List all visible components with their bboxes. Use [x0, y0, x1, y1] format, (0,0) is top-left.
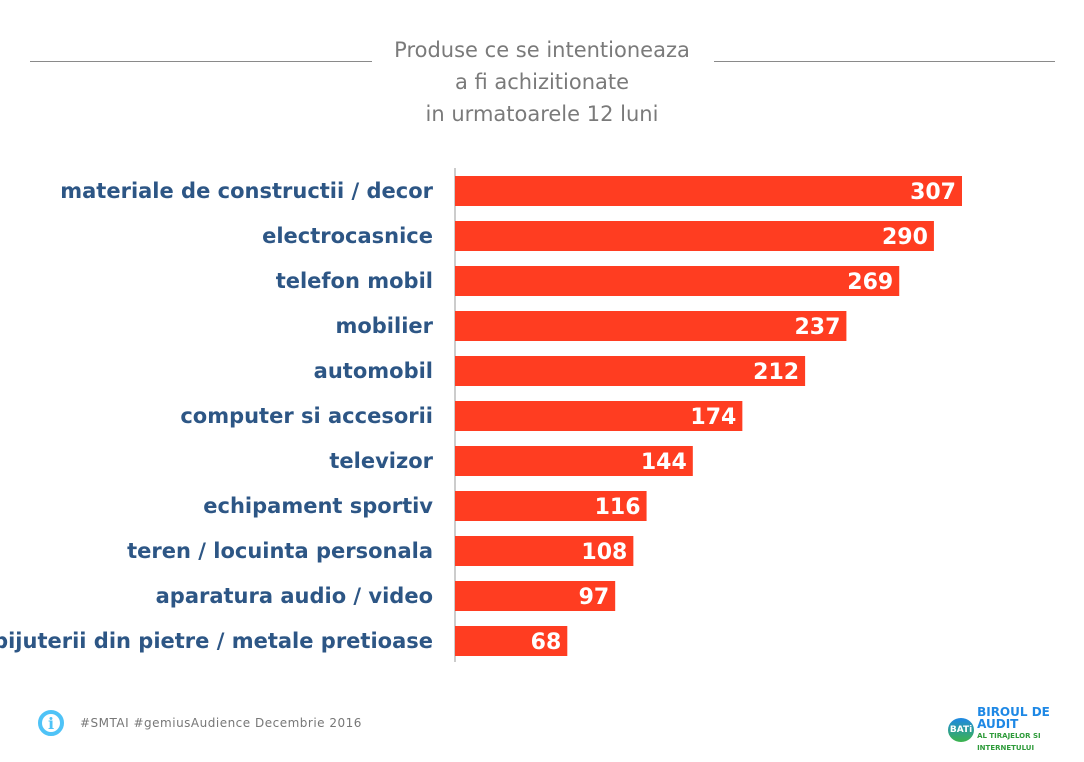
category-label: computer si accesorii: [180, 404, 433, 428]
logo-line-1: BIROUL DE AUDIT: [977, 705, 1050, 731]
bar-chart: materiale de constructii / decor 307 elect…: [0, 168, 962, 662]
title-line-2: a fi achizitionate: [454, 70, 630, 94]
category-label: televizor: [329, 449, 433, 473]
chart-title: Produse ce se intentioneaza a fi achizit…: [370, 34, 714, 130]
title-rule-right: [714, 61, 1055, 62]
category-label: electrocasnice: [262, 224, 433, 248]
bar: [455, 176, 962, 206]
bar: [455, 401, 743, 431]
bar: [455, 356, 806, 386]
category-label: materiale de constructii / decor: [60, 179, 433, 203]
title-line-1: Produse ce se intentioneaza: [394, 38, 690, 62]
title-line-3: in urmatoarele 12 luni: [425, 102, 659, 126]
bar: [455, 536, 634, 566]
value-label: 212: [753, 360, 799, 385]
category-label: teren / locuinta personala: [127, 539, 433, 563]
logo-line-2: AL TIRAJELOR SI INTERNETULUI: [977, 732, 1041, 752]
bar: [455, 446, 693, 476]
bar: [455, 581, 616, 611]
category-label: aparatura audio / video: [156, 584, 433, 608]
bar: [455, 221, 934, 251]
value-label: 307: [910, 180, 956, 205]
value-label: 290: [882, 225, 928, 250]
value-label: 144: [641, 450, 687, 475]
value-label: 108: [581, 540, 627, 565]
bar: [455, 266, 900, 296]
footer: i #SMTAI #gemiusAudience Decembrie 2016: [38, 710, 362, 736]
value-label: 269: [847, 270, 893, 295]
value-label: 97: [579, 585, 610, 610]
info-icon: i: [38, 710, 64, 736]
value-label: 68: [531, 630, 562, 655]
category-label: bijuterii din pietre / metale pretioase: [0, 629, 433, 653]
category-label: automobil: [314, 359, 433, 383]
bar: [455, 491, 647, 521]
title-rule-left: [30, 61, 372, 62]
source-text: #SMTAI #gemiusAudience Decembrie 2016: [80, 716, 362, 730]
logo-badge: BATi: [948, 718, 975, 742]
category-label: mobilier: [335, 314, 433, 338]
brat-logo: BATi BIROUL DE AUDIT AL TIRAJELOR SI INT…: [948, 706, 1084, 754]
value-label: 237: [794, 315, 840, 340]
value-label: 116: [595, 495, 641, 520]
category-label: echipament sportiv: [203, 494, 433, 518]
value-label: 174: [690, 405, 736, 430]
category-label: telefon mobil: [276, 269, 433, 293]
bar: [455, 311, 847, 341]
bar: [455, 626, 568, 656]
